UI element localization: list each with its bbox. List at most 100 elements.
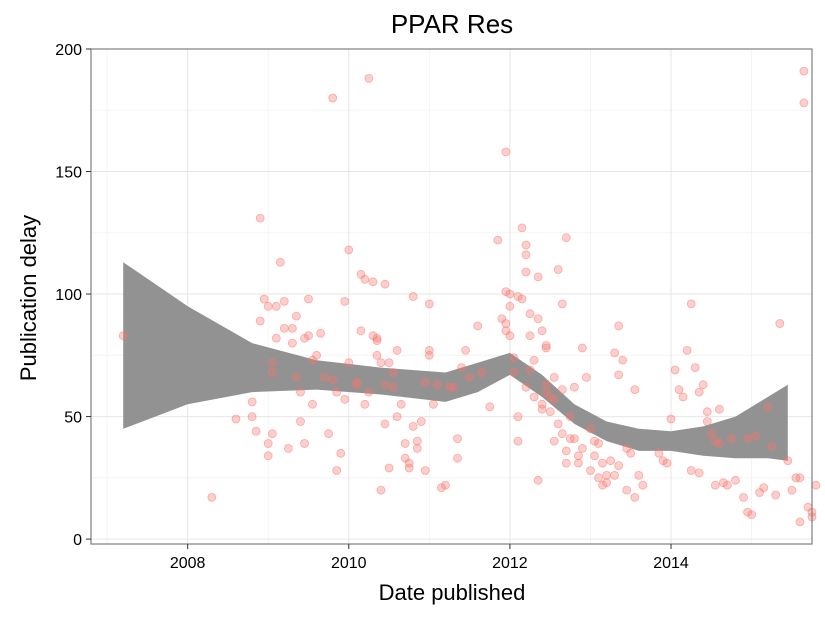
data-point — [380, 279, 390, 289]
data-point — [336, 448, 346, 458]
data-point — [352, 377, 362, 387]
data-point — [533, 475, 543, 485]
data-point — [428, 399, 438, 409]
data-point — [259, 294, 269, 304]
data-point — [247, 397, 257, 407]
data-point — [570, 434, 579, 444]
data-point — [372, 350, 382, 360]
data-point — [396, 399, 406, 409]
data-point — [513, 436, 523, 446]
data-point — [457, 363, 467, 373]
smooth-band-layer — [123, 262, 788, 461]
data-point — [565, 412, 575, 422]
data-point — [594, 439, 603, 448]
data-point — [602, 478, 611, 488]
data-point — [541, 343, 551, 353]
y-tick-label: 150 — [55, 165, 82, 182]
panel-background — [91, 49, 812, 544]
data-point — [344, 245, 354, 255]
data-point — [533, 314, 543, 324]
data-point — [678, 392, 688, 402]
data-point — [654, 448, 664, 458]
data-point — [517, 223, 527, 233]
data-point — [775, 319, 785, 328]
data-point — [529, 355, 539, 365]
data-point — [582, 372, 591, 382]
data-point — [553, 265, 563, 274]
data-point — [465, 372, 475, 382]
data-point — [638, 480, 648, 490]
data-point — [356, 326, 366, 336]
data-point — [509, 353, 519, 363]
points-layer — [118, 66, 821, 527]
data-point — [449, 382, 458, 392]
x-tick-label: 2010 — [331, 555, 367, 572]
data-point — [787, 485, 797, 495]
data-point — [453, 453, 462, 463]
data-point — [251, 426, 261, 436]
data-point — [799, 98, 809, 108]
data-point — [384, 358, 394, 368]
y-tick-label: 200 — [55, 42, 82, 59]
tick-labels: 2008 2010 2012 2014 0 50 100 150 200 — [55, 42, 689, 572]
data-point — [328, 93, 338, 103]
data-point — [493, 235, 503, 245]
data-point — [441, 480, 450, 490]
data-point — [795, 517, 805, 527]
data-point — [674, 385, 684, 395]
data-point — [557, 429, 567, 439]
smooth-confidence-band — [123, 262, 788, 461]
data-point — [368, 331, 378, 341]
data-point — [578, 343, 587, 353]
data-point — [723, 480, 732, 490]
data-point — [296, 387, 305, 397]
data-point — [400, 439, 410, 448]
data-point — [525, 309, 535, 319]
x-tick-label: 2012 — [492, 555, 528, 572]
data-point — [364, 74, 374, 83]
data-point — [271, 333, 281, 343]
data-point — [352, 380, 362, 390]
data-point — [380, 419, 390, 429]
data-point — [376, 358, 386, 368]
data-point — [263, 301, 273, 311]
data-point — [283, 443, 293, 453]
data-point — [811, 480, 821, 490]
data-point — [436, 483, 446, 493]
data-point — [706, 429, 716, 439]
data-point — [477, 368, 487, 377]
data-point — [263, 451, 273, 461]
data-point — [537, 326, 547, 336]
data-point — [420, 377, 430, 387]
data-point — [255, 316, 265, 326]
data-point — [537, 404, 547, 414]
axis-ticks — [86, 48, 672, 549]
data-point — [549, 436, 559, 446]
data-point — [561, 446, 571, 456]
data-point — [420, 466, 430, 475]
data-point — [570, 382, 579, 392]
data-point — [392, 345, 402, 355]
data-point — [578, 443, 587, 453]
data-point — [610, 470, 619, 480]
data-point — [388, 382, 398, 392]
data-point — [759, 483, 769, 493]
data-point — [376, 485, 386, 495]
data-point — [344, 358, 354, 368]
data-point — [312, 350, 322, 360]
data-point — [614, 370, 624, 380]
x-tick-label: 2014 — [653, 555, 689, 572]
data-point — [340, 394, 350, 404]
data-point — [384, 463, 394, 473]
data-point — [606, 456, 615, 466]
data-point — [634, 470, 644, 480]
data-point — [694, 468, 704, 478]
data-point — [557, 299, 567, 309]
data-point — [231, 414, 241, 424]
data-point — [509, 368, 519, 377]
data-point — [404, 458, 414, 468]
y-tick-label: 0 — [73, 532, 82, 549]
y-tick-label: 50 — [64, 410, 82, 427]
data-point — [287, 338, 297, 348]
